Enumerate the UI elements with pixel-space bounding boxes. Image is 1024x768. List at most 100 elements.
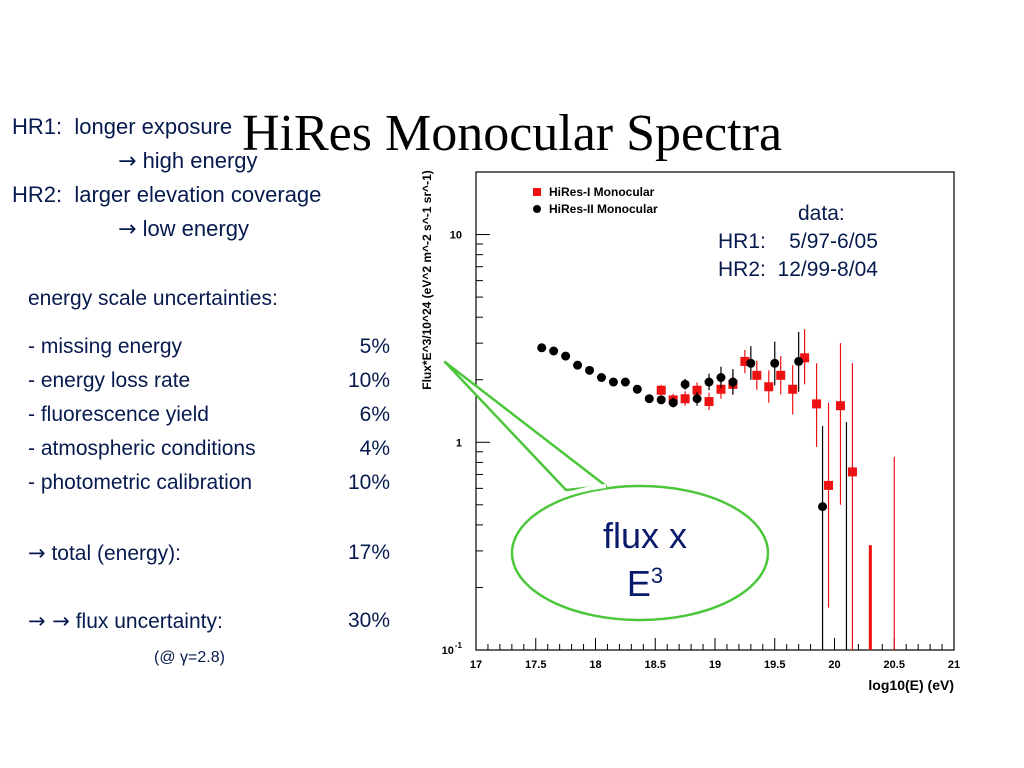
data-point — [692, 394, 702, 404]
data-info-heading: data: — [798, 202, 845, 225]
uncertainty-value-5: 10% — [347, 471, 390, 494]
data-point — [632, 384, 642, 394]
hr1-label: HR1: — [12, 114, 63, 139]
data-point — [752, 370, 762, 380]
data-point — [620, 377, 630, 387]
callout-superscript: 3 — [650, 563, 664, 588]
y-tick-label: 10 — [450, 230, 462, 242]
data-point — [824, 480, 834, 490]
hr1-result: → high energy — [118, 148, 258, 175]
data-point — [680, 379, 690, 389]
data-point — [596, 373, 606, 383]
x-tick-label: 20 — [828, 659, 840, 671]
data-point — [561, 351, 571, 361]
x-tick-label: 21 — [948, 659, 960, 671]
uncertainty-label-3: - fluorescence yield — [28, 403, 209, 426]
uncertainty-value-2: 10% — [347, 369, 390, 392]
uncertainty-label-4: - atmospheric conditions — [28, 437, 256, 460]
data-point — [608, 377, 618, 387]
legend-label: HiRes-II Monocular — [549, 202, 658, 216]
data-point — [692, 385, 702, 395]
data-point — [656, 385, 666, 395]
y-axis-title: Flux*E^3/10^24 (eV^2 m^-2 s^-1 sr^-1) — [420, 170, 434, 389]
data-point — [704, 397, 714, 407]
hr2-text: larger elevation coverage — [74, 182, 322, 207]
series-2 — [537, 331, 848, 650]
x-tick-label: 18 — [589, 659, 601, 671]
data-point — [740, 356, 750, 366]
uncertainty-label-1: - missing energy — [28, 335, 183, 358]
data-point — [644, 394, 654, 404]
data-point — [668, 398, 678, 408]
data-point — [656, 395, 666, 405]
slide-title: HiRes Monocular Spectra — [241, 105, 783, 162]
x-tick-label: 18.5 — [645, 659, 666, 671]
x-tick-label: 17.5 — [525, 659, 546, 671]
data-point — [770, 358, 780, 368]
data-point — [716, 373, 726, 383]
callout-line-1: flux x — [602, 515, 688, 556]
data-point — [746, 358, 756, 368]
hr2-result: → low energy — [118, 216, 249, 243]
data-point — [788, 384, 798, 394]
data-point — [818, 502, 828, 512]
data-point — [549, 346, 559, 356]
x-tick-label: 19.5 — [764, 659, 785, 671]
x-tick-label: 20.5 — [884, 659, 905, 671]
flux-uncertainty-row: → → flux uncertainty: — [28, 608, 223, 635]
y-tick-label: 10-1 — [442, 641, 463, 657]
x-tick-label: 19 — [709, 659, 721, 671]
series-1 — [656, 329, 895, 650]
hr2-label: HR2: — [12, 182, 63, 207]
data-point — [716, 384, 726, 394]
data-point — [573, 360, 583, 370]
total-energy-label: total (energy): — [51, 542, 182, 565]
double-right-arrow-icon: → → — [28, 609, 70, 633]
data-point — [680, 394, 690, 404]
hr2-result-text: low energy — [142, 216, 249, 241]
flux-uncertainty-value: 30% — [347, 609, 390, 632]
y-tick-exponent: -1 — [455, 641, 463, 650]
chart-ticks: 17 17.5 18 18.5 19 19.5 20 20.5 21 10-1 1 10 log10(E… — [420, 170, 960, 693]
uncertainty-label-5: - photometric calibration — [28, 471, 253, 494]
data-info: data: HR1: 5/97-6/05 HR2: 12/99-8/04 — [718, 200, 938, 284]
legend-label: HiRes-I Monocular — [549, 185, 655, 199]
hr1-result-text: high energy — [142, 148, 258, 173]
data-point — [794, 356, 804, 366]
callout-join — [539, 484, 607, 508]
data-point — [728, 377, 738, 387]
legend-marker — [533, 188, 541, 196]
data-point — [585, 365, 595, 375]
callout-pointer — [443, 360, 608, 492]
flux-uncertainty-label: flux uncertainty: — [75, 610, 223, 633]
callout-text: flux x E3 — [560, 516, 730, 604]
data-point — [776, 370, 786, 380]
data-point — [847, 467, 857, 477]
x-axis-title: log10(E) (eV) — [868, 677, 954, 693]
callout-bubble — [443, 360, 770, 622]
data-point — [764, 382, 774, 392]
data-point — [800, 353, 810, 363]
uncertainty-heading: energy scale uncertainties: — [28, 287, 278, 310]
hr1-note: HR1: longer exposure — [12, 114, 232, 140]
x-tick-label: 17 — [470, 659, 482, 671]
data-point — [835, 401, 845, 411]
total-energy-row: → total (energy): — [28, 540, 181, 567]
callout-line-2: E3 — [560, 556, 730, 604]
data-point — [704, 377, 714, 387]
callout-line-2-base: E — [626, 563, 651, 604]
data-point — [812, 399, 822, 409]
uncertainty-value-4: 4% — [359, 437, 390, 460]
data-info-hr1: HR1: 5/97-6/05 — [718, 230, 878, 253]
right-arrow-icon: → — [118, 217, 137, 242]
callout-ellipse — [510, 484, 770, 622]
uncertainty-label-2: - energy loss rate — [28, 369, 191, 392]
hr1-text: longer exposure — [74, 114, 233, 139]
data-point — [537, 343, 547, 353]
right-arrow-icon: → — [28, 541, 46, 565]
data-info-hr2: HR2: 12/99-8/04 — [718, 258, 878, 281]
gamma-note: (@ γ=2.8) — [154, 649, 225, 666]
right-arrow-icon: → — [118, 149, 137, 174]
hr2-note: HR2: larger elevation coverage — [12, 182, 321, 208]
